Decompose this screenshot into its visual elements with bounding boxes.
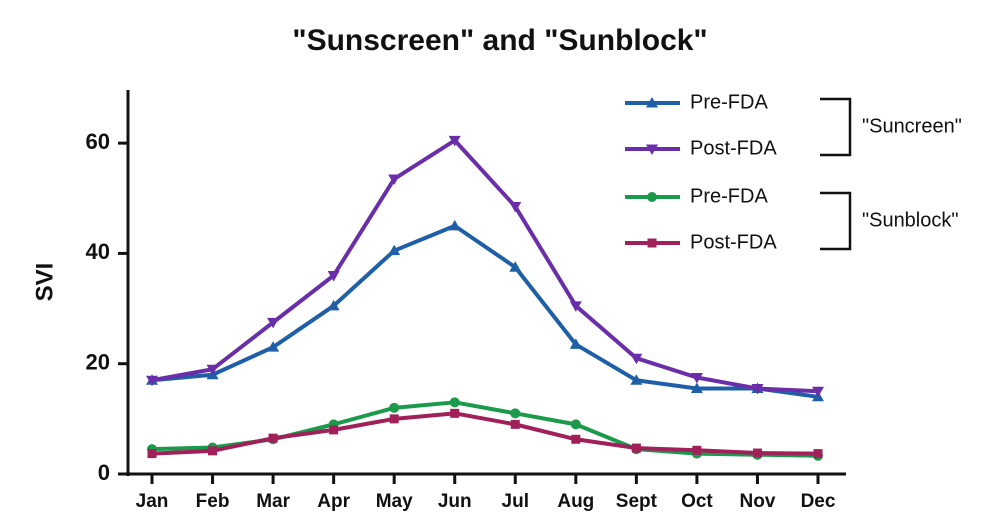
y-tick-label: 60 bbox=[86, 129, 110, 154]
x-tick-label: Apr bbox=[317, 491, 350, 512]
marker bbox=[630, 374, 643, 385]
marker bbox=[646, 144, 658, 155]
marker bbox=[647, 238, 657, 248]
marker bbox=[646, 97, 658, 108]
marker bbox=[569, 301, 582, 312]
legend-group-label: "Sunblock" bbox=[862, 209, 958, 231]
marker bbox=[647, 192, 657, 202]
marker bbox=[448, 135, 461, 147]
x-tick-label: Dec bbox=[801, 491, 836, 512]
legend-bracket bbox=[820, 97, 852, 157]
x-tick-label: Feb bbox=[196, 491, 230, 512]
marker bbox=[630, 353, 643, 365]
x-tick-label: Jan bbox=[136, 491, 169, 512]
x-tick-label: Aug bbox=[557, 491, 594, 512]
x-tick-label: Sept bbox=[616, 491, 658, 512]
marker bbox=[690, 382, 703, 394]
marker bbox=[692, 445, 702, 455]
marker bbox=[449, 397, 460, 408]
series-line bbox=[151, 411, 819, 456]
marker bbox=[510, 408, 521, 419]
marker bbox=[570, 419, 581, 430]
marker bbox=[448, 219, 461, 231]
chart-title: "Sunscreen" and "Sunblock" bbox=[292, 24, 707, 57]
marker bbox=[208, 446, 218, 456]
marker bbox=[752, 448, 762, 458]
marker bbox=[327, 299, 340, 311]
x-tick-label: Jul bbox=[502, 491, 529, 512]
y-tick-label: 40 bbox=[86, 239, 110, 264]
x-tick-label: May bbox=[376, 491, 413, 512]
x-tick-label: Mar bbox=[256, 491, 290, 512]
legend-label: Post-FDA bbox=[690, 231, 777, 253]
marker bbox=[206, 364, 219, 376]
legend-label: Pre-FDA bbox=[690, 185, 768, 207]
marker bbox=[267, 317, 280, 329]
marker bbox=[509, 261, 522, 272]
marker bbox=[690, 373, 703, 384]
legend-bracket bbox=[820, 191, 852, 251]
legend-label: Pre-FDA bbox=[690, 91, 768, 113]
series-line bbox=[151, 138, 819, 394]
marker bbox=[631, 443, 641, 453]
x-tick-label: Jun bbox=[438, 491, 472, 512]
x-tick-label: Oct bbox=[681, 491, 713, 512]
marker bbox=[751, 384, 764, 395]
marker bbox=[147, 449, 157, 459]
marker bbox=[327, 270, 340, 282]
legend-label: Post-FDA bbox=[690, 137, 777, 159]
marker bbox=[329, 425, 339, 435]
marker bbox=[450, 408, 460, 418]
marker bbox=[510, 419, 520, 429]
marker bbox=[813, 449, 823, 459]
marker bbox=[267, 341, 280, 352]
x-tick-label: Nov bbox=[740, 491, 776, 512]
marker bbox=[146, 375, 158, 387]
marker bbox=[812, 386, 824, 398]
marker bbox=[388, 244, 401, 256]
marker bbox=[389, 414, 399, 424]
y-tick-label: 0 bbox=[98, 460, 110, 485]
marker bbox=[388, 174, 401, 185]
series-line bbox=[151, 400, 819, 458]
y-tick-label: 20 bbox=[86, 350, 110, 375]
marker bbox=[509, 202, 522, 213]
legend-group-label: "Suncreen" bbox=[862, 115, 962, 137]
y-axis-label: SVI bbox=[31, 263, 58, 302]
series-line bbox=[151, 223, 819, 399]
marker bbox=[569, 338, 582, 349]
marker bbox=[268, 433, 278, 443]
marker bbox=[389, 402, 400, 413]
marker bbox=[571, 434, 581, 444]
